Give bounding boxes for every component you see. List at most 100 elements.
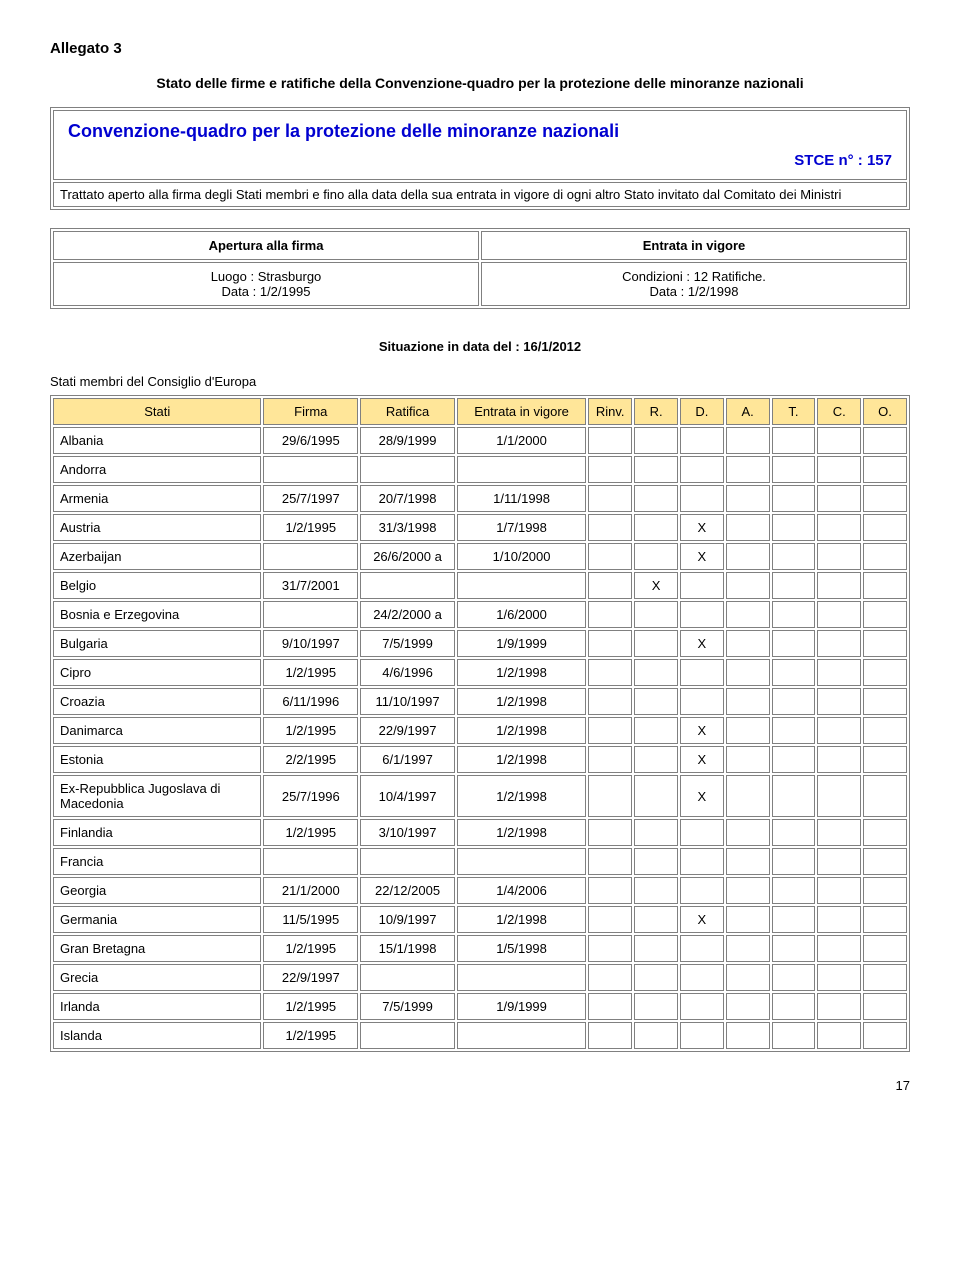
cell-ratifica: 11/10/1997 [360,688,455,715]
th-rinv: Rinv. [588,398,632,425]
cell-o [863,456,907,483]
th-t: T. [772,398,816,425]
cell-o [863,601,907,628]
cell-o [863,572,907,599]
cell-rinv [588,819,632,846]
cell-firma: 1/2/1995 [263,1022,358,1049]
cell-rinv [588,688,632,715]
cell-c [817,572,861,599]
cell-stati: Germania [53,906,261,933]
cell-stati: Gran Bretagna [53,935,261,962]
cell-vigore: 1/2/1998 [457,775,586,817]
table-row: Azerbaijan26/6/2000 a1/10/2000X [53,543,907,570]
cell-ratifica [360,964,455,991]
table-row: Bulgaria9/10/19977/5/19991/9/1999X [53,630,907,657]
cell-d: X [680,775,724,817]
cell-a [726,427,770,454]
cell-firma: 6/11/1996 [263,688,358,715]
cell-t [772,427,816,454]
cell-vigore [457,848,586,875]
cell-vigore: 1/2/1998 [457,717,586,744]
cell-ratifica: 22/12/2005 [360,877,455,904]
cell-stati: Belgio [53,572,261,599]
cell-stati: Croazia [53,688,261,715]
cell-d [680,572,724,599]
cell-r [634,485,678,512]
cell-vigore [457,572,586,599]
cell-t [772,572,816,599]
cell-r [634,848,678,875]
cell-stati: Danimarca [53,717,261,744]
cell-o [863,630,907,657]
cell-rinv [588,514,632,541]
cell-o [863,964,907,991]
cell-firma: 29/6/1995 [263,427,358,454]
cell-c [817,601,861,628]
cell-vigore: 1/5/1998 [457,935,586,962]
table-row: Ex-Repubblica Jugoslava di Macedonia25/7… [53,775,907,817]
treaty-text: Trattato aperto alla firma degli Stati m… [53,182,907,207]
cell-r [634,630,678,657]
table-row: Belgio31/7/2001X [53,572,907,599]
cell-ratifica: 22/9/1997 [360,717,455,744]
table-row: Estonia2/2/19956/1/19971/2/1998X [53,746,907,773]
cell-t [772,717,816,744]
cell-r [634,543,678,570]
cell-o [863,819,907,846]
cell-ratifica [360,572,455,599]
cell-vigore: 1/10/2000 [457,543,586,570]
cell-r [634,1022,678,1049]
cell-ratifica: 20/7/1998 [360,485,455,512]
cell-vigore: 1/9/1999 [457,630,586,657]
cell-d [680,819,724,846]
cell-t [772,819,816,846]
cell-t [772,746,816,773]
th-stati: Stati [53,398,261,425]
cell-rinv [588,717,632,744]
cell-firma: 1/2/1995 [263,935,358,962]
cell-ratifica: 3/10/1997 [360,819,455,846]
cell-r [634,775,678,817]
cell-o [863,659,907,686]
cell-r [634,964,678,991]
cell-ratifica [360,1022,455,1049]
cell-t [772,514,816,541]
cell-vigore [457,964,586,991]
cell-a [726,601,770,628]
cell-ratifica: 6/1/1997 [360,746,455,773]
cell-rinv [588,456,632,483]
table-row: Gran Bretagna1/2/199515/1/19981/5/1998 [53,935,907,962]
cell-d: X [680,746,724,773]
cell-a [726,819,770,846]
table-row: Grecia22/9/1997 [53,964,907,991]
cell-stati: Bulgaria [53,630,261,657]
cell-a [726,1022,770,1049]
cell-a [726,717,770,744]
cell-r [634,514,678,541]
cell-ratifica [360,848,455,875]
cell-ratifica: 26/6/2000 a [360,543,455,570]
cell-d [680,427,724,454]
cell-r [634,819,678,846]
opening-left-line2: Data : 1/2/1995 [60,284,472,299]
states-table-header-row: Stati Firma Ratifica Entrata in vigore R… [53,398,907,425]
cell-t [772,601,816,628]
cell-stati: Albania [53,427,261,454]
cell-d [680,993,724,1020]
table-row: Germania11/5/199510/9/19971/2/1998X [53,906,907,933]
th-d: D. [680,398,724,425]
cell-rinv [588,1022,632,1049]
cell-firma: 25/7/1996 [263,775,358,817]
cell-o [863,543,907,570]
cell-rinv [588,993,632,1020]
cell-ratifica: 24/2/2000 a [360,601,455,628]
table-row: Bosnia e Erzegovina24/2/2000 a1/6/2000 [53,601,907,628]
cell-firma: 1/2/1995 [263,717,358,744]
cell-o [863,935,907,962]
cell-c [817,848,861,875]
table-row: Finlandia1/2/19953/10/19971/2/1998 [53,819,907,846]
cell-firma [263,456,358,483]
cell-d [680,935,724,962]
cell-r [634,659,678,686]
cell-stati: Andorra [53,456,261,483]
